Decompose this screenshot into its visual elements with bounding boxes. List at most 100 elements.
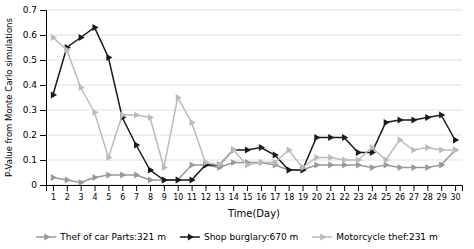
tick-label: 19 — [298, 193, 308, 202]
markers — [51, 146, 459, 185]
tick-mark — [40, 85, 46, 86]
tick-mark — [164, 185, 165, 191]
marker — [148, 114, 154, 121]
tick: 9 — [162, 185, 167, 202]
tick: 0.4 — [23, 80, 46, 90]
marker — [425, 114, 431, 121]
tick-mark — [40, 60, 46, 61]
tick: 4 — [92, 185, 97, 202]
tick: 0.6 — [23, 30, 46, 40]
axis-line — [47, 186, 463, 192]
tick-mark — [344, 185, 345, 191]
marker — [176, 176, 182, 183]
tick-mark — [81, 185, 82, 191]
marker — [65, 46, 71, 53]
tick-mark — [108, 185, 109, 191]
tick-mark — [40, 10, 46, 11]
tick: 7 — [134, 185, 139, 202]
legend-item: Thef of car Parts:321 m — [36, 232, 166, 242]
marker — [190, 161, 196, 168]
marker — [245, 161, 251, 168]
marker — [203, 159, 209, 166]
tick: 8 — [148, 185, 153, 202]
marker — [148, 166, 154, 173]
tick-label: 30 — [450, 193, 460, 202]
tick-mark — [178, 185, 179, 191]
legend-item: Shop burglary:670 m — [180, 232, 298, 242]
y-axis: 00.10.20.30.40.50.60.7 — [23, 5, 47, 190]
marker — [328, 161, 334, 168]
marker — [190, 119, 196, 126]
marker — [92, 109, 98, 116]
legend-marker — [188, 233, 194, 240]
legend-marker — [44, 233, 50, 240]
tick-mark — [67, 185, 68, 191]
tick: 0.2 — [23, 130, 46, 140]
tick-label: 9 — [162, 193, 167, 202]
marker — [384, 119, 390, 126]
tick-mark — [261, 185, 262, 191]
marker — [134, 171, 140, 178]
marker — [384, 156, 390, 163]
tick-label: 16 — [256, 193, 266, 202]
tick: 11 — [187, 185, 197, 202]
tick-label: 21 — [326, 193, 336, 202]
tick: 19 — [298, 185, 308, 202]
marker — [287, 166, 293, 173]
tick: 18 — [284, 185, 294, 202]
marker — [453, 136, 459, 143]
x-axis: 1234567891011121314151617181920212223242… — [47, 185, 463, 202]
tick-label: 0.5 — [23, 55, 37, 65]
marker — [314, 154, 320, 161]
tick-mark — [413, 185, 414, 191]
tick-label: 0.2 — [23, 130, 37, 140]
marker — [79, 34, 85, 41]
tick-mark — [40, 135, 46, 136]
tick-label: 28 — [423, 193, 433, 202]
tick-mark — [122, 185, 123, 191]
tick: 25 — [381, 185, 391, 202]
tick: 0.7 — [23, 5, 46, 15]
tick-mark — [136, 185, 137, 191]
tick-label: 12 — [201, 193, 211, 202]
tick-mark — [455, 185, 456, 191]
tick-label: 8 — [148, 193, 153, 202]
marker — [425, 144, 431, 151]
marker — [370, 144, 376, 151]
marker — [51, 91, 57, 98]
tick: 22 — [340, 185, 350, 202]
series-line — [53, 38, 455, 168]
tick-mark — [40, 110, 46, 111]
marker — [439, 111, 445, 118]
grid-line — [46, 85, 462, 86]
marker — [439, 161, 445, 168]
tick-label: 27 — [409, 193, 419, 202]
tick-mark — [150, 185, 151, 191]
marker — [439, 146, 445, 153]
tick-label: 18 — [284, 193, 294, 202]
tick: 23 — [353, 185, 363, 202]
tick-label: 4 — [92, 193, 97, 202]
marker — [411, 146, 417, 153]
legend-item: Motorcycle thef:231 m — [312, 232, 437, 242]
tick: 15 — [242, 185, 252, 202]
marker — [231, 159, 237, 166]
tick-mark — [219, 185, 220, 191]
marker — [190, 176, 196, 183]
marker — [65, 176, 71, 183]
marker — [120, 111, 126, 118]
tick-label: 2 — [65, 193, 70, 202]
marker — [356, 156, 362, 163]
legend-label: Motorcycle thef:231 m — [336, 232, 437, 242]
tick: 27 — [409, 185, 419, 202]
marker — [51, 34, 57, 41]
tick-mark — [275, 185, 276, 191]
marker — [287, 146, 293, 153]
marker — [79, 84, 85, 91]
marker — [162, 164, 168, 171]
marker — [453, 146, 459, 153]
marker — [356, 149, 362, 156]
tick: 0.1 — [23, 155, 46, 165]
marker — [148, 176, 154, 183]
tick: 10 — [173, 185, 183, 202]
